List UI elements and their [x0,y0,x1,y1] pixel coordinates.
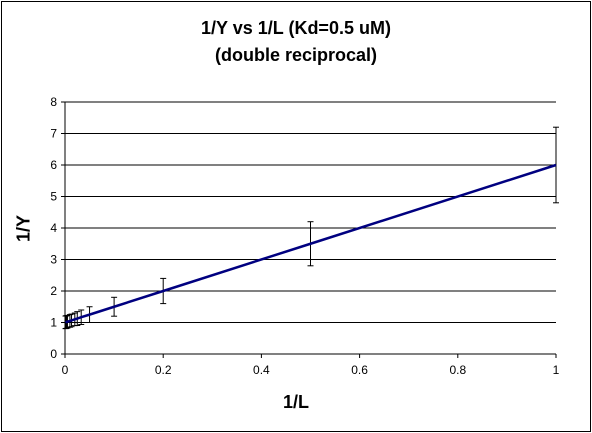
x-axis-label: 1/L [282,392,309,412]
y-tick-label: 0 [50,347,57,361]
x-tick-label: 0.2 [155,363,172,377]
y-tick-label: 8 [50,95,57,109]
y-tick-label: 5 [50,190,57,204]
x-tick-label: 0.8 [449,363,466,377]
chart-title-line1: 1/Y vs 1/L (Kd=0.5 uM) [201,18,391,38]
x-tick-label: 0 [62,363,69,377]
y-tick-label: 6 [50,158,57,172]
y-tick-label: 3 [50,253,57,267]
chart-title-line2: (double reciprocal) [214,45,378,65]
y-tick-label: 7 [50,127,57,141]
x-tick-label: 0.4 [253,363,270,377]
x-tick-label: 0.6 [351,363,368,377]
series-line [64,163,557,324]
y-tick-label: 2 [50,284,57,298]
y-tick-label: 4 [50,221,57,235]
x-tick-label: 1 [553,363,560,377]
y-axis-label: 1/Y [13,214,34,243]
y-tick-label: 1 [50,316,57,330]
